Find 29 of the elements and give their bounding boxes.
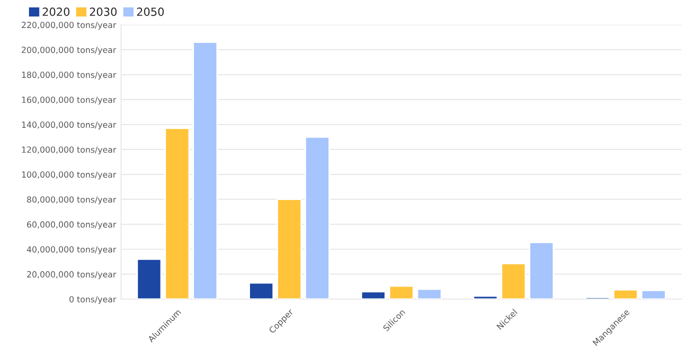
bar	[360, 290, 386, 300]
bar	[640, 290, 666, 300]
legend-label: 2050	[137, 8, 164, 16]
y-tick-label: 180,000,000 tons/year	[22, 72, 116, 80]
legend-label: 2020	[42, 8, 70, 16]
y-tick-label: 200,000,000 tons/year	[22, 46, 116, 55]
bar	[528, 242, 554, 300]
bar	[164, 128, 190, 300]
y-tick-label: 80,000,000 tons/year	[27, 196, 116, 204]
legend-label: 2030	[90, 8, 117, 16]
y-tick-label: 160,000,000 tons/year	[22, 96, 116, 104]
y-tick-label: 120,000,000 tons/year	[22, 146, 116, 154]
y-tick-label: 20,000,000 tons/year	[27, 271, 116, 280]
bar	[388, 285, 414, 300]
y-tick-label: 40,000,000 tons/year	[26, 246, 116, 254]
bar	[136, 258, 162, 300]
bar	[500, 262, 526, 300]
y-tick-label: 0 tons/year	[69, 296, 116, 304]
y-tick-label: 60,000,000 tons/year	[27, 221, 116, 230]
bar	[276, 198, 302, 300]
bar	[248, 282, 274, 300]
bar	[416, 288, 442, 300]
y-tick-label: 100,000,000 tons/year	[22, 171, 116, 180]
y-tick-label: 220,000,000 tons/year	[22, 22, 116, 30]
y-tick-label: 140,000,000 tons/year	[22, 122, 116, 130]
bar	[192, 42, 218, 300]
bar	[304, 136, 330, 300]
bar	[472, 295, 498, 300]
bar	[612, 289, 638, 300]
